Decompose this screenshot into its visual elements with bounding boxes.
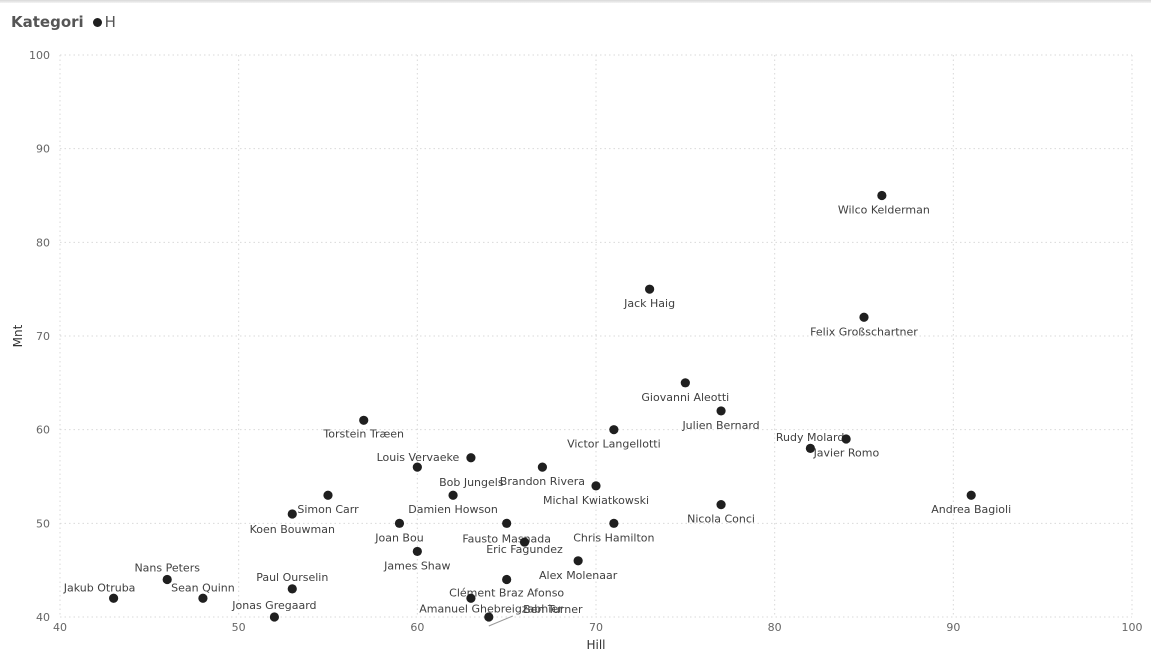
data-point[interactable] [716, 500, 726, 510]
data-point[interactable] [412, 462, 422, 472]
point-label: Jakub Otruba [63, 581, 136, 594]
y-tick-label: 50 [36, 517, 50, 530]
x-tick-label: 40 [53, 621, 67, 634]
y-tick-label: 90 [36, 143, 50, 156]
data-point[interactable] [287, 509, 297, 519]
point-label: James Shaw [383, 559, 450, 572]
legend-marker-icon[interactable] [92, 17, 102, 27]
data-point[interactable] [484, 612, 494, 622]
top-border [0, 0, 1151, 3]
data-point[interactable] [269, 612, 279, 622]
point-label: Jack Haig [623, 297, 675, 310]
legend-item-h[interactable]: H [104, 13, 116, 31]
point-label: Paul Ourselin [256, 571, 328, 584]
axis-ticks: 40 50 60 70 80 90 100 40 50 60 70 80 90 100 [29, 49, 1143, 634]
data-point[interactable] [716, 406, 726, 416]
data-points [109, 190, 976, 622]
point-label: Clément Braz Afonso [449, 587, 564, 600]
x-tick-label: 70 [589, 621, 603, 634]
point-label: Jonas Gregaard [231, 599, 316, 612]
x-tick-label: 80 [768, 621, 782, 634]
point-label: Javier Romo [813, 446, 880, 459]
point-label: Alex Molenaar [539, 569, 618, 582]
label-leader-line [488, 615, 513, 627]
y-tick-label: 100 [29, 49, 50, 62]
data-point[interactable] [609, 425, 619, 435]
point-label: Koen Bouwman [250, 523, 335, 536]
point-label: Nicola Conci [687, 513, 755, 526]
data-point[interactable] [645, 284, 655, 294]
point-label: Brandon Rivera [500, 475, 585, 488]
data-point[interactable] [502, 518, 512, 528]
point-label: Ben Turner [523, 603, 583, 616]
point-label: Andrea Bagioli [931, 503, 1011, 516]
point-label: Joan Bou [374, 531, 423, 544]
x-axis-title: Hill [586, 638, 605, 652]
x-tick-label: 50 [232, 621, 246, 634]
data-point[interactable] [519, 537, 530, 547]
grid-lines [59, 54, 1133, 618]
point-label: Victor Langellotti [567, 438, 661, 451]
data-point[interactable] [609, 518, 619, 528]
y-tick-label: 40 [36, 611, 50, 624]
point-label: Simon Carr [297, 503, 359, 516]
point-label: Eric Fagundez [486, 543, 563, 556]
legend-title: Kategori [11, 13, 84, 31]
point-label: Rudy Molard [776, 431, 844, 444]
data-point[interactable] [448, 490, 458, 500]
point-label: Damien Howson [408, 503, 498, 516]
data-point[interactable] [162, 574, 172, 585]
point-label: Sean Quinn [171, 581, 235, 594]
data-point[interactable] [966, 490, 976, 500]
data-point[interactable] [502, 574, 512, 585]
point-label: Amanuel Ghebreigzabhier [419, 602, 563, 615]
legend: Kategori H [11, 11, 116, 33]
x-tick-label: 100 [1122, 621, 1143, 634]
x-tick-label: 90 [946, 621, 960, 634]
point-label: Wilco Kelderman [838, 204, 930, 217]
y-axis-title: Mnt [11, 324, 25, 347]
point-label: Giovanni Aleotti [641, 391, 729, 404]
data-point[interactable] [198, 593, 208, 603]
point-label: Torstein Træen [322, 427, 404, 440]
data-point[interactable] [591, 481, 601, 491]
data-point[interactable] [287, 584, 297, 594]
data-point[interactable] [466, 453, 476, 463]
y-tick-label: 70 [36, 330, 50, 343]
point-label: Michal Kwiatkowski [543, 494, 649, 507]
data-point[interactable] [859, 312, 869, 322]
data-point[interactable] [877, 190, 887, 201]
data-point[interactable] [805, 443, 816, 453]
data-point[interactable] [323, 490, 333, 500]
data-point[interactable] [841, 434, 851, 444]
data-point[interactable] [466, 593, 476, 603]
data-point[interactable] [573, 556, 583, 566]
y-tick-label: 60 [36, 424, 50, 437]
data-point[interactable] [394, 518, 405, 528]
y-tick-label: 80 [36, 236, 50, 249]
point-labels: Wilco Kelderman Jack Haig Felix Großschart… [63, 204, 1011, 627]
point-label: Chris Hamilton [573, 531, 654, 544]
data-point[interactable] [412, 546, 422, 557]
data-point[interactable] [537, 462, 548, 472]
data-point[interactable] [680, 378, 690, 388]
point-label: Louis Vervaeke [377, 451, 460, 464]
data-point[interactable] [359, 415, 369, 425]
point-label: Julien Bernard [681, 419, 759, 432]
data-point[interactable] [109, 593, 119, 603]
point-label: Felix Großschartner [810, 325, 918, 338]
x-tick-label: 60 [410, 621, 424, 634]
point-label: Bob Jungels [439, 476, 504, 489]
point-label: Nans Peters [134, 562, 200, 575]
